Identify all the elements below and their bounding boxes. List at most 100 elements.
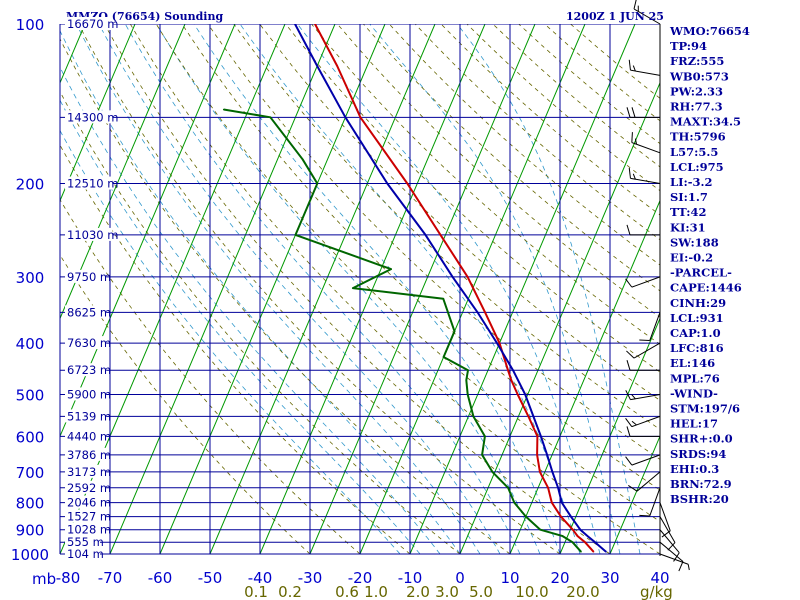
index-item: LI:-3.2 <box>670 175 713 189</box>
height-label-bg <box>65 495 107 509</box>
wind-barb-feather <box>628 59 631 71</box>
wind-barb-feather <box>626 107 631 118</box>
wind-barb-feather <box>626 426 631 437</box>
wind-barb-feather <box>625 278 633 288</box>
wind-barb <box>626 342 661 359</box>
wind-barb <box>625 454 661 466</box>
index-item: LCL:975 <box>670 160 724 174</box>
pressure-tick-label: 900 <box>16 522 45 540</box>
wind-barb-feather <box>687 564 690 571</box>
isotherm-3 <box>60 24 186 320</box>
temperature-tick-label: -20 <box>348 569 373 587</box>
wind-barb <box>659 553 690 571</box>
series-dewpoint-point <box>453 330 456 333</box>
isotherm-14 <box>509 199 660 554</box>
height-label-bg <box>65 509 107 523</box>
mixing-ratio-label: 0.1 <box>244 583 268 600</box>
wind-barb-feather <box>678 561 684 572</box>
series-dewpoint-point <box>352 287 354 289</box>
isotherm-8 <box>209 24 436 554</box>
series-parcel-point <box>594 541 596 543</box>
pressure-tick-label: 100 <box>16 16 45 34</box>
series-dewpoint-point <box>269 116 272 119</box>
mixing-ratio-label: 5.0 <box>469 583 493 600</box>
temperature-tick-label: -30 <box>298 569 323 587</box>
temperature-tick-label: 10 <box>500 569 519 587</box>
index-item: CAPE:1446 <box>670 281 742 295</box>
height-label: 9750 m <box>67 270 111 284</box>
wind-barb <box>628 471 661 492</box>
wind-barb-feather <box>639 339 650 342</box>
height-label: 8625 m <box>67 305 111 319</box>
series-dewpoint-point <box>466 393 469 396</box>
series-temperature-point <box>510 379 513 382</box>
height-label-bg <box>65 429 107 443</box>
series-dewpoint-point <box>481 454 483 456</box>
series-dewpoint-line <box>223 108 582 553</box>
wind-barb-feather <box>639 514 650 517</box>
height-label-bg <box>65 547 100 560</box>
pressure-tick-label: 600 <box>16 428 45 446</box>
series-parcel-point <box>546 454 548 456</box>
temperature-tick-label: -10 <box>398 569 423 587</box>
height-label-bg <box>65 387 107 401</box>
wind-barb <box>625 415 661 428</box>
series-parcel-point <box>524 393 526 396</box>
wind-barb-feather <box>661 530 671 538</box>
series-dewpoint-point <box>491 471 494 473</box>
wind-barb <box>631 132 661 154</box>
wind-barb-staff <box>631 276 661 288</box>
height-label-bg <box>65 269 107 283</box>
isotherm-13 <box>459 81 660 554</box>
series-temperature-point <box>576 535 579 537</box>
series-parcel-point <box>561 501 563 504</box>
pressure-tick-label: 400 <box>16 335 45 353</box>
wind-barb <box>659 541 684 572</box>
series-temperature-point <box>527 415 530 418</box>
index-item: -PARCEL- <box>670 266 732 280</box>
index-item: LFC:816 <box>670 341 724 355</box>
series-dewpoint-point <box>222 108 225 111</box>
series-temperature-line <box>314 24 595 553</box>
series-parcel-point <box>451 276 454 278</box>
pressure-tick-label: 700 <box>16 464 45 482</box>
height-label: 1028 m <box>67 523 111 537</box>
index-item: PW:2.33 <box>670 84 723 98</box>
series-dewpoint-point <box>561 535 564 537</box>
wind-barbs <box>625 0 690 572</box>
wind-barb-feather <box>626 224 631 236</box>
series-dewpoint-point <box>513 501 516 504</box>
height-label: 12510 m <box>67 177 118 191</box>
series-parcel-point <box>570 515 572 518</box>
wind-barb <box>625 390 661 401</box>
series-parcel-point <box>512 369 514 372</box>
height-label: 3173 m <box>67 465 111 479</box>
index-item: EHI:0.3 <box>670 462 719 476</box>
series-parcel-point <box>294 24 296 25</box>
series-parcel-point <box>551 471 554 473</box>
series-dewpoint-point <box>472 415 475 418</box>
series-parcel-point <box>532 415 535 418</box>
wind-barb-feather <box>631 107 636 118</box>
series-dewpoint-point <box>467 369 469 372</box>
series-temperature-point <box>466 276 469 278</box>
isotherm-12 <box>409 24 636 554</box>
wind-barb <box>628 167 661 185</box>
series-temperature-point <box>536 454 538 456</box>
valid-time: 1200Z 1 JUN 25 <box>566 10 664 23</box>
height-label-bg <box>65 464 107 478</box>
height-label: 16670 m <box>67 17 118 31</box>
index-item: CAP:1.0 <box>670 326 721 340</box>
wind-barb <box>659 529 680 562</box>
series-dewpoint-point <box>539 528 542 531</box>
isotherm-15 <box>559 317 660 554</box>
series-parcel-point <box>557 487 559 489</box>
series-parcel-point <box>586 535 589 537</box>
wind-barb <box>628 59 661 76</box>
series-temperature-point <box>516 393 519 396</box>
series-temperature-point <box>536 435 539 438</box>
height-label: 2046 m <box>67 496 111 510</box>
height-label: 5139 m <box>67 409 111 423</box>
wind-barb <box>639 312 661 342</box>
